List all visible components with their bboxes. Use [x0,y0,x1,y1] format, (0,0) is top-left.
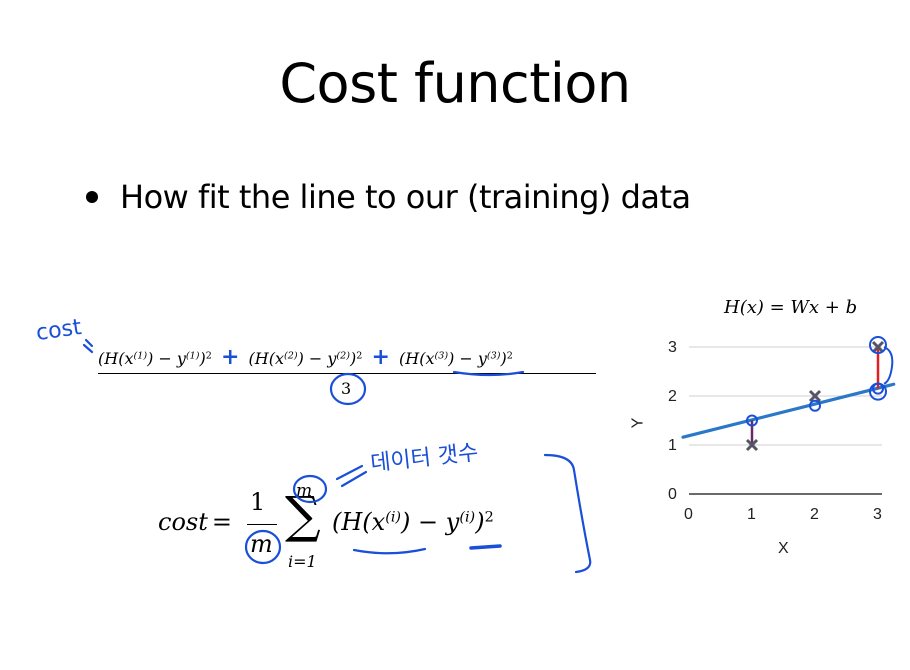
chart-title: H(x) = Wx + b [724,297,858,318]
sum-upper-limit: m [296,481,313,501]
hypothesis-point [809,399,821,412]
slide-title: Cost function [279,52,631,115]
bullet-item: How fit the line to our (training) data [86,178,691,216]
circle-sum-upper [292,474,328,504]
handwritten-bracket [543,453,592,574]
y-tick-label: 2 [668,388,677,405]
handwritten-circle [869,382,887,401]
handwritten-marks [82,338,592,574]
hypothesis-line [681,382,896,439]
sum-lower-limit: i=1 [288,552,317,571]
chart-grid [689,346,882,495]
cost-lhs: cost = [158,508,232,536]
data-point-marker [808,389,822,403]
underline-x3 [452,370,525,377]
circle-denominator [329,372,367,406]
fraction-bar [247,524,277,526]
summation-symbol: ∑ [285,486,321,544]
expanded-denominator: 3 [341,379,352,398]
handwritten-plus-2: + [371,344,390,370]
hypothesis-point [746,414,758,427]
regression-line [681,382,896,439]
x-tick-label: 0 [684,506,693,523]
handwritten-plus-1: + [220,344,240,370]
x-tick-label: 2 [810,506,819,523]
circle-m-denominator [244,529,282,565]
handwritten-circle [869,336,887,354]
data-point-marker [745,438,759,452]
bullet-dot [86,191,98,203]
y-tick-label: 1 [668,437,677,454]
fraction-one: 1 [250,488,266,516]
data-point-marker [871,340,885,354]
x-tick-label: 1 [747,506,756,523]
expanded-numerator: (H(x(1)) − y(1))2 + (H(x(2)) − y(2))2 + … [98,344,513,370]
data-point-x [871,340,885,354]
data-point-x [745,438,759,452]
underline-hx [352,547,427,555]
handwritten-bracket-small [883,346,894,385]
data-points [745,336,894,452]
sum-body: (H(x(i)) − y(i))2 [332,508,494,536]
x-tick-label: 3 [873,506,882,523]
fraction-m: m [250,530,273,558]
handwritten-equals-2 [335,464,368,488]
data-point-x [808,389,822,403]
bullet-text: How fit the line to our (training) data [120,178,691,216]
y-tick-label: 0 [668,486,677,503]
handwritten-equals [82,338,94,354]
underline-y [469,544,502,550]
x-axis-label: X [778,540,789,557]
y-tick-label: 3 [668,339,677,356]
